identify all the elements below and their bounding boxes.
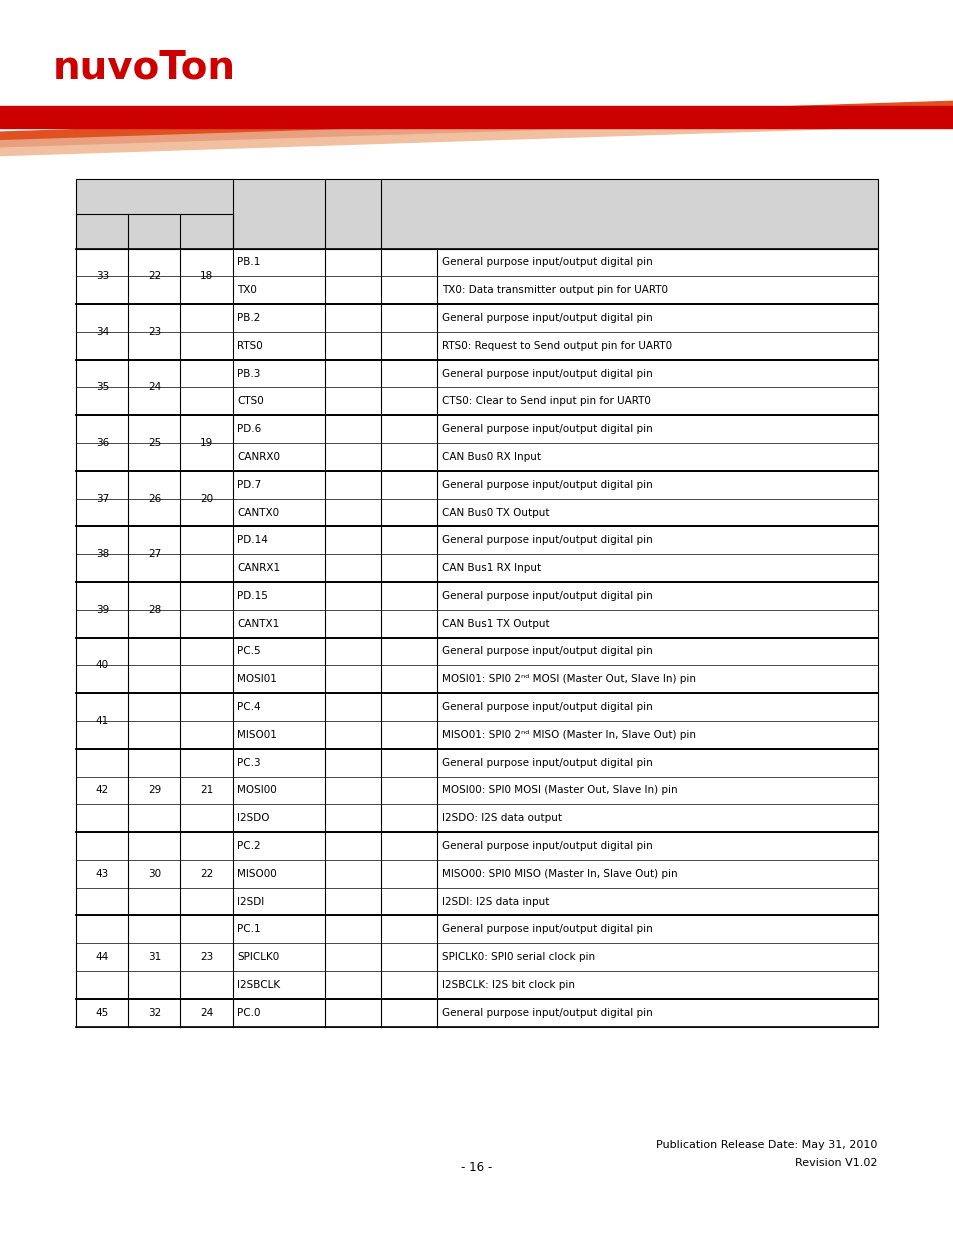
Text: RTS0: Request to Send output pin for UART0: RTS0: Request to Send output pin for UAR… xyxy=(441,341,671,351)
Text: 22: 22 xyxy=(200,868,213,879)
Text: 31: 31 xyxy=(148,952,161,962)
Text: MISO00: SPI0 MISO (Master In, Slave Out) pin: MISO00: SPI0 MISO (Master In, Slave Out)… xyxy=(441,868,677,879)
Text: 39: 39 xyxy=(95,605,109,615)
Text: 21: 21 xyxy=(200,785,213,795)
Text: nuvoTon: nuvoTon xyxy=(52,49,235,86)
Text: PB.3: PB.3 xyxy=(237,368,260,379)
Text: PD.15: PD.15 xyxy=(237,590,268,601)
Text: CANTX1: CANTX1 xyxy=(237,619,279,629)
Bar xyxy=(76,179,877,248)
Text: 27: 27 xyxy=(148,550,161,559)
Text: 32: 32 xyxy=(148,1008,161,1018)
Text: RTS0: RTS0 xyxy=(237,341,263,351)
Text: 19: 19 xyxy=(200,438,213,448)
Text: I2SBCLK: I2SBCLK xyxy=(237,979,280,990)
Text: MOSI01: SPI0 2ⁿᵈ MOSI (Master Out, Slave In) pin: MOSI01: SPI0 2ⁿᵈ MOSI (Master Out, Slave… xyxy=(441,674,695,684)
Text: - 16 -: - 16 - xyxy=(461,1161,492,1173)
Text: I2SDI: I2S data input: I2SDI: I2S data input xyxy=(441,897,549,906)
Text: 37: 37 xyxy=(95,494,109,504)
Text: 35: 35 xyxy=(95,383,109,393)
Text: General purpose input/output digital pin: General purpose input/output digital pin xyxy=(441,757,652,768)
Text: General purpose input/output digital pin: General purpose input/output digital pin xyxy=(441,924,652,935)
Text: CTS0: CTS0 xyxy=(237,396,264,406)
Text: 30: 30 xyxy=(148,868,161,879)
Text: 29: 29 xyxy=(148,785,161,795)
Text: CAN Bus1 RX Input: CAN Bus1 RX Input xyxy=(441,563,540,573)
Text: MOSI00: SPI0 MOSI (Master Out, Slave In) pin: MOSI00: SPI0 MOSI (Master Out, Slave In)… xyxy=(441,785,677,795)
Text: 33: 33 xyxy=(95,272,109,282)
Text: CAN Bus1 TX Output: CAN Bus1 TX Output xyxy=(441,619,549,629)
Text: I2SDI: I2SDI xyxy=(237,897,264,906)
Bar xyxy=(0,0,953,124)
Text: General purpose input/output digital pin: General purpose input/output digital pin xyxy=(441,701,652,713)
Text: MOSI00: MOSI00 xyxy=(237,785,276,795)
Text: 20: 20 xyxy=(200,494,213,504)
Text: PD.14: PD.14 xyxy=(237,535,268,546)
Text: PC.2: PC.2 xyxy=(237,841,261,851)
Text: General purpose input/output digital pin: General purpose input/output digital pin xyxy=(441,590,652,601)
Text: 41: 41 xyxy=(95,716,109,726)
Text: PC.0: PC.0 xyxy=(237,1008,260,1018)
Text: Revision V1.02: Revision V1.02 xyxy=(795,1158,877,1168)
Text: 24: 24 xyxy=(200,1008,213,1018)
Text: 23: 23 xyxy=(200,952,213,962)
Text: CANTX0: CANTX0 xyxy=(237,508,279,517)
Text: I2SBCLK: I2S bit clock pin: I2SBCLK: I2S bit clock pin xyxy=(441,979,574,990)
Text: PD.7: PD.7 xyxy=(237,479,261,490)
Text: MISO01: MISO01 xyxy=(237,730,277,740)
Text: TX0: TX0 xyxy=(237,285,257,295)
Text: CAN Bus0 TX Output: CAN Bus0 TX Output xyxy=(441,508,549,517)
Bar xyxy=(76,179,877,248)
Text: General purpose input/output digital pin: General purpose input/output digital pin xyxy=(441,841,652,851)
Text: MISO00: MISO00 xyxy=(237,868,276,879)
Text: MOSI01: MOSI01 xyxy=(237,674,277,684)
Text: TX0: Data transmitter output pin for UART0: TX0: Data transmitter output pin for UAR… xyxy=(441,285,667,295)
Text: CANRX1: CANRX1 xyxy=(237,563,280,573)
Text: 25: 25 xyxy=(148,438,161,448)
Text: General purpose input/output digital pin: General purpose input/output digital pin xyxy=(441,257,652,268)
Text: 24: 24 xyxy=(148,383,161,393)
Bar xyxy=(0,106,953,128)
Text: PB.2: PB.2 xyxy=(237,312,260,324)
Text: 18: 18 xyxy=(200,272,213,282)
Text: SPICLK0: SPI0 serial clock pin: SPICLK0: SPI0 serial clock pin xyxy=(441,952,595,962)
Text: MISO01: SPI0 2ⁿᵈ MISO (Master In, Slave Out) pin: MISO01: SPI0 2ⁿᵈ MISO (Master In, Slave … xyxy=(441,730,695,740)
Text: 42: 42 xyxy=(95,785,109,795)
Polygon shape xyxy=(0,117,953,156)
Text: PC.4: PC.4 xyxy=(237,701,261,713)
Text: 34: 34 xyxy=(95,327,109,337)
Text: General purpose input/output digital pin: General purpose input/output digital pin xyxy=(441,312,652,324)
Text: CAN Bus0 RX Input: CAN Bus0 RX Input xyxy=(441,452,540,462)
Text: General purpose input/output digital pin: General purpose input/output digital pin xyxy=(441,535,652,546)
Text: 45: 45 xyxy=(95,1008,109,1018)
Text: 44: 44 xyxy=(95,952,109,962)
Text: I2SDO: I2SDO xyxy=(237,813,270,824)
Text: 43: 43 xyxy=(95,868,109,879)
Text: CANRX0: CANRX0 xyxy=(237,452,280,462)
Text: 26: 26 xyxy=(148,494,161,504)
Text: General purpose input/output digital pin: General purpose input/output digital pin xyxy=(441,646,652,657)
Text: SPICLK0: SPICLK0 xyxy=(237,952,279,962)
Text: PD.6: PD.6 xyxy=(237,424,261,435)
Text: CTS0: Clear to Send input pin for UART0: CTS0: Clear to Send input pin for UART0 xyxy=(441,396,650,406)
Text: General purpose input/output digital pin: General purpose input/output digital pin xyxy=(441,479,652,490)
Bar xyxy=(76,248,877,1026)
Polygon shape xyxy=(0,101,953,144)
Text: PC.3: PC.3 xyxy=(237,757,261,768)
Text: 28: 28 xyxy=(148,605,161,615)
Text: PC.1: PC.1 xyxy=(237,924,261,935)
Text: 38: 38 xyxy=(95,550,109,559)
Text: General purpose input/output digital pin: General purpose input/output digital pin xyxy=(441,424,652,435)
Polygon shape xyxy=(0,110,953,151)
Text: Publication Release Date: May 31, 2010: Publication Release Date: May 31, 2010 xyxy=(656,1140,877,1150)
Text: PC.5: PC.5 xyxy=(237,646,261,657)
Text: 36: 36 xyxy=(95,438,109,448)
Text: 22: 22 xyxy=(148,272,161,282)
Text: 23: 23 xyxy=(148,327,161,337)
Text: PB.1: PB.1 xyxy=(237,257,260,268)
Text: General purpose input/output digital pin: General purpose input/output digital pin xyxy=(441,368,652,379)
Text: I2SDO: I2S data output: I2SDO: I2S data output xyxy=(441,813,561,824)
Text: 40: 40 xyxy=(95,661,109,671)
Text: General purpose input/output digital pin: General purpose input/output digital pin xyxy=(441,1008,652,1018)
